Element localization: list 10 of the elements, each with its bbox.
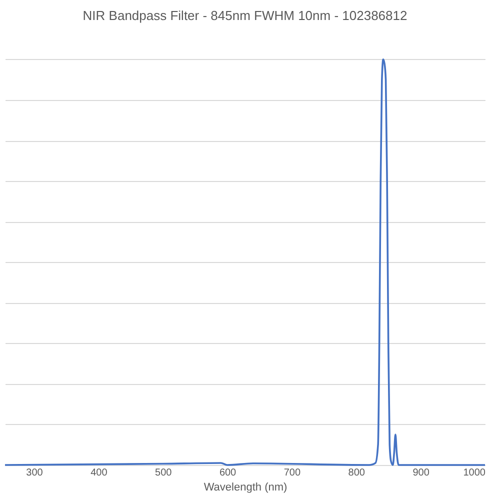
x-tick-label: 400 — [90, 468, 108, 478]
chart-title: NIR Bandpass Filter - 845nm FWHM 10nm - 102386812 — [82, 8, 408, 23]
x-tick-label: 300 — [26, 468, 44, 478]
x-tick-label: 500 — [155, 468, 172, 478]
x-tick-label: 1000 — [463, 468, 486, 478]
x-axis-title: Wavelength (nm) — [204, 482, 288, 494]
x-tick-label: 600 — [219, 468, 237, 478]
x-tick-label: 800 — [348, 468, 366, 478]
x-tick-label: 700 — [284, 468, 301, 478]
x-tick-label: 900 — [412, 468, 430, 478]
